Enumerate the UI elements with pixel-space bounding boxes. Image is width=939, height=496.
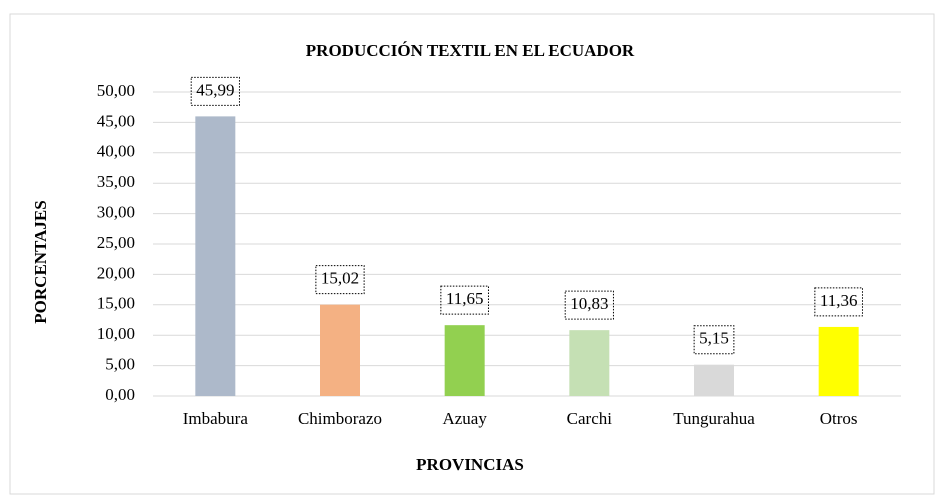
x-tick-label: Carchi — [567, 409, 613, 428]
data-label-box — [693, 325, 735, 355]
y-tick-label: 50,00 — [97, 81, 135, 100]
y-tick-label: 10,00 — [97, 324, 135, 343]
bar — [195, 116, 236, 396]
data-label-box — [440, 285, 489, 315]
y-tick-label: 35,00 — [97, 172, 135, 191]
bar — [818, 326, 859, 396]
x-tick-label: Otros — [820, 409, 858, 428]
data-label-box — [190, 76, 240, 106]
y-tick-label: 5,00 — [105, 355, 135, 374]
data-label: 10,83 — [570, 294, 608, 313]
data-label: 15,02 — [321, 269, 359, 288]
data-label-box — [564, 290, 614, 320]
y-tick-label: 15,00 — [97, 294, 135, 313]
data-label: 11,65 — [446, 289, 484, 308]
x-axis-label: PROVINCIAS — [416, 455, 524, 474]
y-tick-label: 45,00 — [97, 111, 135, 130]
bar — [569, 330, 610, 396]
bar — [694, 364, 734, 396]
data-label-box — [315, 265, 365, 295]
chart-frame — [9, 13, 935, 495]
x-tick-label: Tungurahua — [673, 409, 755, 428]
x-tick-label: Azuay — [442, 409, 487, 428]
y-tick-label: 0,00 — [105, 385, 135, 404]
data-label-box — [814, 287, 863, 317]
x-tick-label: Chimborazo — [298, 409, 382, 428]
data-label: 45,99 — [196, 80, 234, 99]
bar — [444, 325, 485, 396]
y-tick-label: 20,00 — [97, 263, 135, 282]
y-tick-label: 30,00 — [97, 203, 135, 222]
y-tick-label: 25,00 — [97, 233, 135, 252]
y-tick-label: 40,00 — [97, 142, 135, 161]
x-tick-label: Imbabura — [183, 409, 249, 428]
data-label: 5,15 — [699, 329, 729, 348]
chart-title: PRODUCCIÓN TEXTIL EN EL ECUADOR — [306, 41, 635, 60]
bar — [320, 304, 360, 396]
data-label: 11,36 — [820, 291, 858, 310]
y-axis-label: PORCENTAJES — [31, 200, 50, 323]
